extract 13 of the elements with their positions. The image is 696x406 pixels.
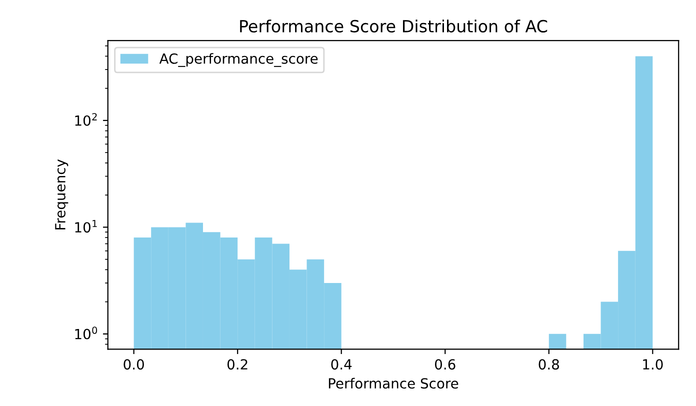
x-tick-label: 0.8: [538, 359, 559, 370]
x-tick-label: 0.2: [227, 359, 248, 370]
x-tick-label: 1.0: [643, 359, 663, 370]
chart-title: Performance Score Distribution of AC: [240, 20, 548, 33]
x-axis-title: Performance Score: [328, 378, 458, 389]
y-tick-label: 10$^{0}$: [75, 326, 98, 340]
y-axis-title: Frequency: [55, 159, 68, 230]
y-tick-label: 10$^{1}$: [75, 220, 97, 233]
y-tick-label: 10$^{2}$: [75, 113, 97, 126]
x-tick-label: 0.4: [331, 359, 352, 370]
x-tick-label: 0.6: [434, 359, 456, 370]
x-tick-label: 0.0: [124, 359, 144, 370]
legend-label: AC_performance_score: [159, 53, 318, 67]
